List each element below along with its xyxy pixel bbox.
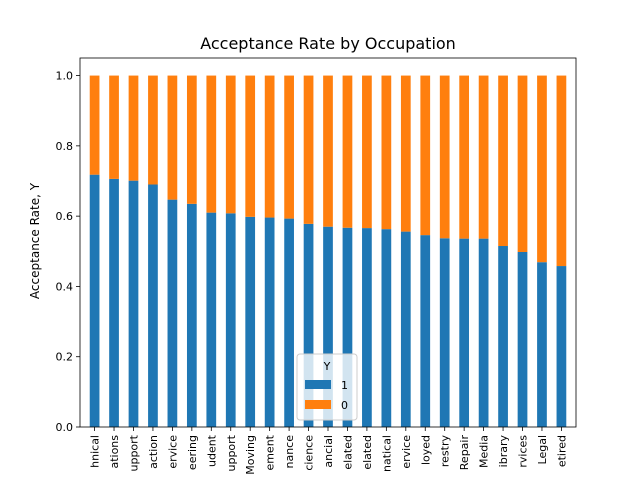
x-tick-label: elated: [341, 435, 354, 470]
x-tick-label: ervice: [166, 435, 179, 469]
bar-segment-y1: [556, 266, 567, 427]
x-tick-label: Repair: [458, 435, 471, 471]
y-tick-label: 0.6: [56, 210, 74, 223]
bar-segment-y0: [400, 75, 411, 232]
bar-segment-y0: [186, 75, 197, 204]
bar-segment-y1: [498, 246, 508, 427]
bar-segment-y0: [167, 75, 178, 200]
bar-segment-y1: [342, 227, 353, 427]
bar-segment-y0: [264, 75, 275, 218]
x-tick-label: ement: [264, 434, 277, 470]
x-tick-label: ancial: [322, 435, 335, 468]
y-tick-label: 0.0: [56, 421, 74, 434]
bar-segment-y1: [439, 238, 450, 427]
x-tick-label: ervice: [400, 435, 413, 469]
bar-segment-y0: [498, 75, 508, 247]
bar-segment-y1: [323, 226, 333, 427]
bar-segment-y1: [537, 262, 547, 427]
bar-segment-y1: [478, 238, 489, 427]
bar-segment-y1: [89, 174, 100, 427]
bar-segment-y0: [148, 75, 158, 185]
bar-segment-y1: [284, 218, 294, 427]
bar-segment-y0: [420, 75, 431, 236]
x-tick-label: hnical: [89, 435, 102, 468]
chart-title: Acceptance Rate by Occupation: [200, 34, 456, 53]
bar-segment-y1: [186, 203, 197, 427]
x-tick-label: udent: [205, 434, 218, 467]
x-tick-label: etired: [555, 435, 568, 467]
x-tick-label: ibrary: [497, 435, 510, 468]
x-tick-label: ations: [108, 435, 121, 469]
legend-swatch: [305, 380, 331, 389]
x-tick-label: elated: [361, 435, 374, 470]
bar-segment-y1: [264, 217, 275, 427]
bar-segment-y0: [517, 75, 528, 252]
bar-segment-y0: [128, 75, 139, 181]
bars-layer: [89, 75, 567, 427]
bar-segment-y1: [517, 251, 528, 427]
bar-segment-y1: [381, 229, 392, 427]
bar-segment-y0: [225, 75, 236, 214]
x-tick-label: natical: [380, 435, 393, 472]
bar-segment-y0: [323, 75, 333, 227]
axes-layer: 0.0 0.2 0.4 0.6 0.8 1.0 hnical ations upport acti…: [56, 57, 577, 475]
bar-segment-y0: [381, 75, 392, 230]
bar-segment-y1: [362, 228, 372, 427]
bar-segment-y0: [89, 75, 100, 175]
bar-segment-y0: [459, 75, 470, 239]
y-tick-label: 0.2: [56, 351, 74, 364]
bar-segment-y1: [225, 213, 236, 427]
bar-segment-y0: [245, 75, 256, 217]
x-tick-label: upport: [127, 434, 140, 471]
x-tick-label: restry: [439, 435, 452, 468]
bar-segment-y1: [148, 184, 158, 427]
x-tick-label: loyed: [419, 435, 432, 465]
x-tick-label: Moving: [244, 435, 257, 475]
x-tick-label: action: [147, 435, 160, 469]
y-tick-label: 0.8: [56, 140, 74, 153]
x-tick-label: Legal: [536, 435, 549, 464]
bar-segment-y0: [537, 75, 547, 263]
x-tick-label: nance: [283, 435, 296, 469]
y-tick-label: 0.4: [56, 280, 74, 293]
x-tick-label: Media: [478, 435, 491, 468]
bar-segment-y1: [128, 180, 139, 427]
y-tick-label: 1.0: [56, 70, 74, 83]
bar-segment-y1: [400, 231, 411, 427]
bar-segment-y1: [109, 178, 119, 427]
bar-segment-y0: [439, 75, 450, 239]
legend-swatch: [305, 400, 331, 409]
bar-segment-y0: [362, 75, 372, 229]
bar-segment-y0: [556, 75, 567, 267]
bar-segment-y1: [459, 238, 470, 427]
y-axis-label: Acceptance Rate, Y: [28, 182, 42, 299]
bar-segment-y0: [109, 75, 119, 179]
x-tick-label: upport: [225, 434, 238, 471]
x-tick-label: rvices: [517, 435, 530, 468]
bar-segment-y1: [420, 235, 431, 427]
x-tick-label: eering: [186, 435, 199, 470]
x-tick-label: cience: [303, 435, 316, 471]
bar-segment-y1: [245, 216, 256, 427]
bar-segment-y1: [206, 212, 217, 427]
legend[interactable]: Y1 0: [296, 353, 358, 421]
bar-segment-y0: [284, 75, 294, 219]
legend-label: 1: [341, 379, 348, 392]
bar-segment-y0: [206, 75, 217, 213]
bar-segment-y1: [303, 223, 314, 427]
legend-label: 0: [341, 399, 348, 412]
bar-segment-y0: [303, 75, 314, 224]
bar-segment-y0: [478, 75, 489, 239]
legend-title: Y: [323, 360, 331, 373]
bar-segment-y1: [167, 199, 178, 427]
bar-segment-y0: [342, 75, 353, 228]
